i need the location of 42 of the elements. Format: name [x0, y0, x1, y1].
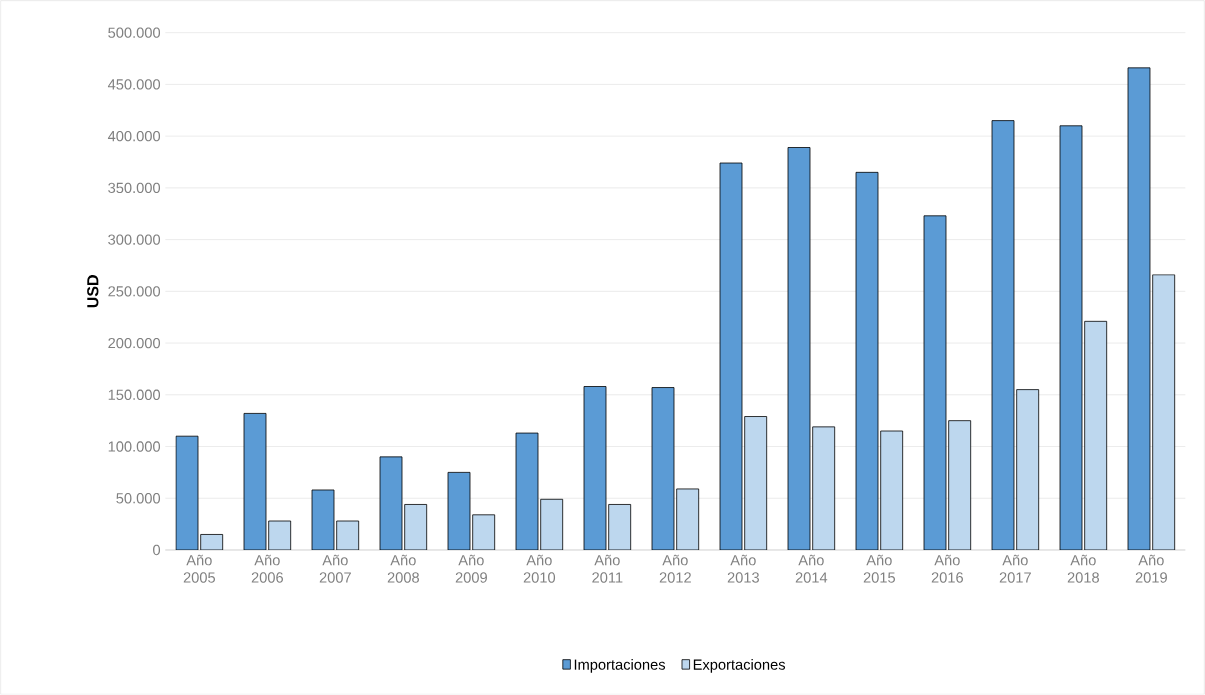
- bar: [1127, 67, 1151, 550]
- x-tick-label: Año 2007: [319, 554, 351, 583]
- x-tick-label: Año 2008: [387, 554, 419, 583]
- x-tick-label: Año 2014: [795, 554, 828, 583]
- y-tick-label: 350.000: [108, 182, 161, 194]
- x-tick-label: Año 2012: [659, 554, 691, 583]
- y-tick-label: 450.000: [107, 79, 161, 90]
- y-tick-label: 200.000: [108, 337, 161, 349]
- y-tick-label: 50.000: [116, 493, 161, 504]
- bar: [1084, 320, 1108, 550]
- x-tick-label: Año 2019: [1135, 554, 1167, 583]
- y-tick-label: 500.000: [108, 27, 161, 38]
- bar: [540, 498, 564, 550]
- legend-label: Exportaciones: [693, 659, 786, 673]
- x-tick-label: Año 2018: [1067, 554, 1099, 583]
- bar: [676, 488, 700, 550]
- y-tick-label: 100.000: [108, 441, 161, 452]
- bar: [472, 514, 496, 550]
- y-tick-label: 300.000: [108, 234, 161, 245]
- x-tick-label: Año 2013: [727, 554, 759, 583]
- bar: [880, 430, 904, 550]
- x-tick-label: Año 2017: [999, 554, 1031, 583]
- y-tick-label: 0: [153, 544, 161, 556]
- bar: [1152, 274, 1176, 550]
- legend-label: Importaciones: [574, 659, 666, 673]
- x-tick-label: Año 2016: [931, 554, 963, 583]
- bar: [948, 420, 972, 550]
- x-tick-label: Año 2015: [863, 554, 896, 583]
- y-tick-label: 250.000: [108, 286, 161, 297]
- x-tick-label: Año 2006: [251, 554, 283, 583]
- x-tick-label: Año 2009: [455, 554, 487, 583]
- y-axis-title: USD: [87, 275, 99, 308]
- x-tick-label: Año 2011: [592, 554, 623, 583]
- y-tick-label: 150.000: [108, 389, 161, 400]
- x-tick-label: Año 2005: [183, 554, 216, 583]
- bar: [1016, 389, 1040, 550]
- bar: [608, 504, 632, 550]
- bar: [744, 416, 768, 550]
- bar: [812, 426, 836, 550]
- y-tick-label: 400.000: [107, 130, 161, 142]
- bar: [404, 504, 428, 550]
- x-tick-label: Año 2010: [523, 554, 556, 583]
